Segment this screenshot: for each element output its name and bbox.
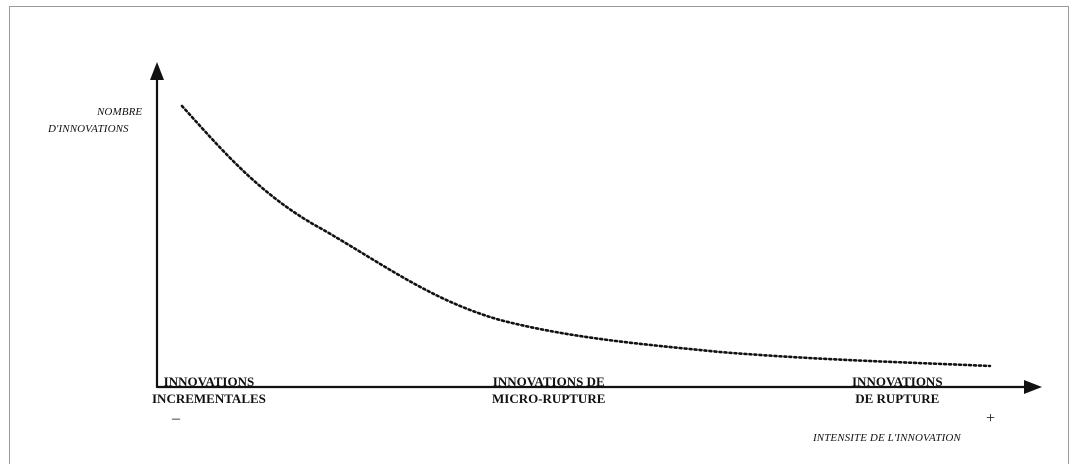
category-rupture-line2: DE RUPTURE [855, 391, 940, 406]
diagram-frame [9, 6, 1069, 464]
y-axis-label-line1: NOMBRE [97, 106, 143, 118]
y-axis-arrowhead [150, 62, 164, 80]
category-micro-rupture-line2: MICRO-RUPTURE [492, 391, 606, 406]
category-rupture-line1: INNOVATIONS [852, 374, 943, 389]
category-micro-rupture: INNOVATIONS DE MICRO-RUPTURE [492, 373, 605, 407]
category-micro-rupture-line1: INNOVATIONS DE [492, 374, 605, 389]
y-axis-label-line2: D'INNOVATIONS [48, 123, 129, 135]
x-axis-label: INTENSITE DE L'INNOVATION [813, 432, 961, 444]
category-incremental: INNOVATIONS INCREMENTALES [152, 373, 266, 407]
category-incremental-line1: INNOVATIONS [163, 374, 255, 389]
innovation-curve [180, 104, 992, 368]
minus-sign: – [172, 410, 180, 427]
category-incremental-line2: INCREMENTALES [152, 391, 266, 406]
plus-sign: + [986, 410, 996, 427]
x-axis-arrowhead [1024, 380, 1042, 394]
category-rupture: INNOVATIONS DE RUPTURE [852, 373, 943, 407]
